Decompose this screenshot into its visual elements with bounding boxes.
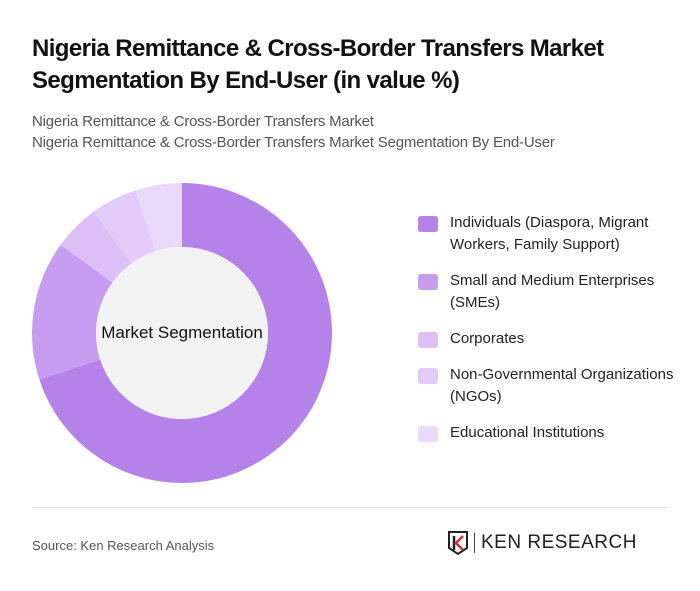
donut-slice [93, 190, 156, 264]
logo-text: KEN RESEARCH [481, 532, 637, 553]
legend-item-individuals: Individuals (Diaspora, Migrant Workers, … [418, 212, 678, 256]
legend-label: Corporates [450, 330, 525, 347]
legend-label: Small and Medium Enterprises (SMEs) [450, 272, 655, 311]
legend-label: Individuals (Diaspora, Migrant Workers, … [450, 214, 649, 253]
ken-logo-icon [448, 531, 468, 555]
legend-label: Educational Institutions [450, 424, 605, 441]
chart-subtitle-segmentation: Nigeria Remittance & Cross-Border Transf… [32, 134, 555, 151]
footer-divider [32, 507, 668, 508]
legend-swatch-individuals [418, 216, 438, 232]
legend-swatch-ngos [418, 368, 438, 384]
donut-slice [60, 211, 132, 283]
source-note: Source: Ken Research Analysis [32, 538, 215, 553]
ken-research-logo: KEN RESEARCH [447, 531, 637, 555]
donut-slice [39, 183, 332, 483]
legend-swatch-smes [418, 274, 438, 290]
chart-subtitle-market: Nigeria Remittance & Cross-Border Transf… [32, 113, 374, 130]
donut-slice [135, 183, 182, 252]
donut-hole [96, 247, 268, 419]
legend-label: Non-Governmental Organizations (NGOs) [450, 366, 674, 405]
legend-swatch-corporates [418, 332, 438, 348]
chart-legend: Individuals (Diaspora, Migrant Workers, … [418, 212, 678, 458]
legend-item-educational: Educational Institutions [418, 422, 678, 444]
donut-slice [32, 244, 113, 380]
legend-item-corporates: Corporates [418, 328, 678, 350]
legend-swatch-educational [418, 426, 438, 442]
legend-item-ngos: Non-Governmental Organizations (NGOs) [418, 364, 678, 408]
donut-chart [32, 183, 332, 483]
legend-item-smes: Small and Medium Enterprises (SMEs) [418, 270, 678, 314]
logo-separator [474, 533, 475, 553]
chart-title: Nigeria Remittance & Cross-Border Transf… [32, 35, 604, 94]
